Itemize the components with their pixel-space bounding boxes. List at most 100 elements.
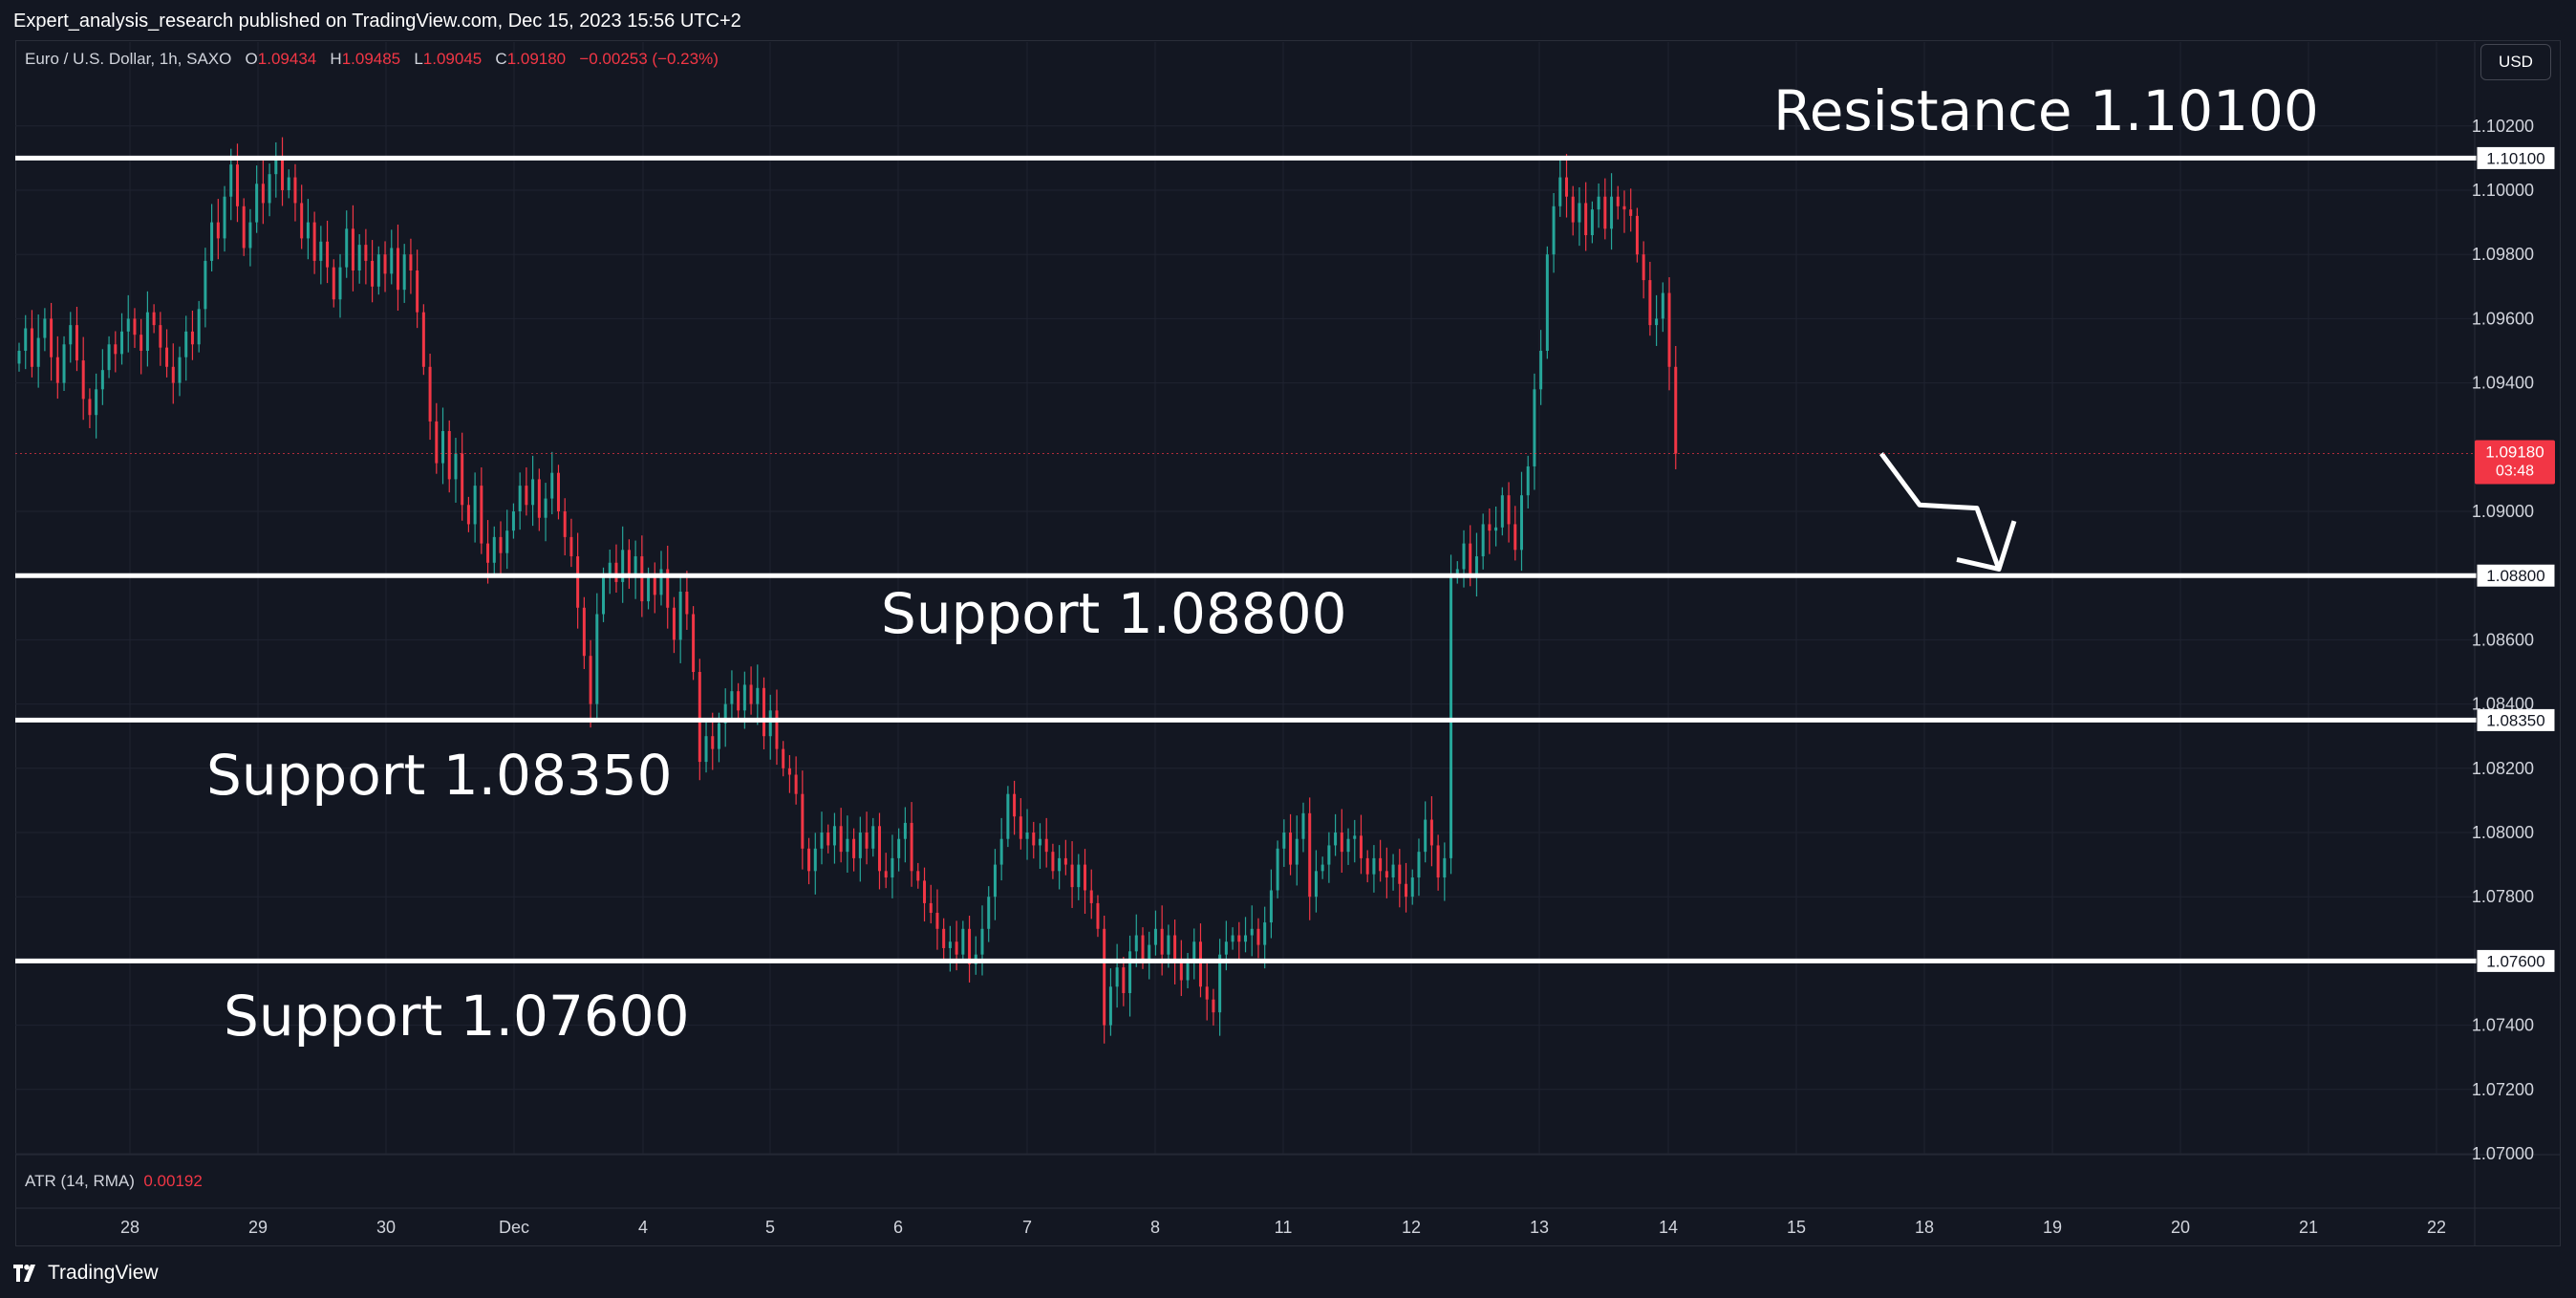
x-tick-label: 19 [2043,1218,2062,1237]
candle-body [550,472,554,499]
candle-body [602,575,606,615]
candle-body [184,331,188,357]
candle-body [1642,254,1645,281]
candle-body [486,543,490,563]
candle-body [204,260,207,310]
candle-body [730,691,734,704]
x-tick-label: 30 [376,1218,396,1237]
candle-body [1635,215,1639,255]
level-price-tag [2476,948,2556,973]
annotation-support-3: Support 1.07600 [224,984,690,1049]
candle-body [1006,793,1010,839]
candle-body [820,833,824,849]
candle-body [666,569,670,608]
candle-body [589,656,592,704]
candle-body [1134,935,1138,952]
candle-body [145,312,149,351]
candle-body [55,357,59,383]
candle-body [955,941,958,955]
candle-body [537,479,541,518]
horizontal-levels: 1.10100 1.08800 1.08350 1.07600 [15,145,2556,973]
candle-body [1160,928,1164,955]
candle-body [351,228,354,270]
candle-body [371,260,375,287]
candle-body [865,833,869,849]
candle-body [229,164,233,197]
open-value: 1.09434 [257,50,317,68]
candle-body [466,505,470,525]
candle-body [1379,857,1383,872]
y-tick-label: 1.07000 [2472,1144,2534,1163]
candle-body [1424,819,1428,853]
candle-body [402,254,406,291]
candle-body [1025,833,1029,839]
candle-body [1507,495,1511,525]
candle-body [216,222,220,239]
candle-body [1173,935,1177,962]
candle-body [826,833,830,846]
candle-body [518,486,522,511]
candle-body [595,614,599,704]
candle-body [1128,951,1132,993]
candle-body [813,848,817,872]
candle-body [1597,196,1600,210]
candle-body [1661,292,1664,319]
candle-body [1051,852,1055,872]
tradingview-brand[interactable]: TradingView [13,1262,159,1285]
candle-body [704,736,708,763]
candle-body [807,848,811,872]
candle-body [839,826,843,853]
candle-body [903,822,907,839]
candle-body [1244,935,1248,942]
currency-button[interactable]: USD [2480,44,2551,80]
candle-body [1084,864,1087,891]
y-tick-label: 1.09000 [2472,502,2534,521]
candle-body [1044,838,1048,853]
candle-body [576,556,580,608]
candle-body [441,431,445,464]
candle-body [409,254,413,270]
candle-body [1186,961,1190,981]
high-value: 1.09485 [341,50,401,68]
candle-body [24,328,28,351]
candle-body [248,222,252,249]
candle-body [1474,556,1478,576]
projection-path [1878,452,2002,571]
candle-body [1269,890,1273,923]
low-value: 1.09045 [422,50,483,68]
candle-body [383,254,387,274]
candle-body [492,536,496,563]
candle-body [1070,864,1074,888]
candle-body [499,536,503,553]
y-tick-label: 1.08600 [2472,630,2534,649]
y-tick-label: 1.07200 [2472,1080,2534,1099]
candle-body [1469,543,1472,576]
candle-body [159,325,162,348]
candle-body [1462,543,1466,570]
price-axis: 1.10200 1.10000 1.09800 1.09600 1.09400 1.090… [2472,117,2534,1163]
candle-body [1153,928,1157,945]
candle-body [640,556,644,602]
candle-body [95,389,98,416]
candle-body [737,691,741,711]
candle-body [1578,203,1581,223]
chart-frame [15,40,2561,1246]
candle-body [1603,196,1607,229]
candle-body [126,318,130,332]
candle-body [1198,941,1202,987]
candle-body [999,838,1003,865]
candle-body [1346,838,1350,853]
candle-body [614,562,618,582]
candle-body [1058,857,1062,872]
candle-body [1340,833,1343,853]
candle-body [1391,864,1395,878]
candle-body [858,833,862,858]
candle-body [1038,838,1041,846]
x-tick-label: 7 [1022,1218,1032,1237]
level-price-tag [2476,563,2556,588]
annotation-support-1: Support 1.08800 [881,581,1347,646]
x-tick-label: 5 [765,1218,775,1237]
candle-body [1494,527,1498,531]
candle-body [1205,986,1209,1000]
